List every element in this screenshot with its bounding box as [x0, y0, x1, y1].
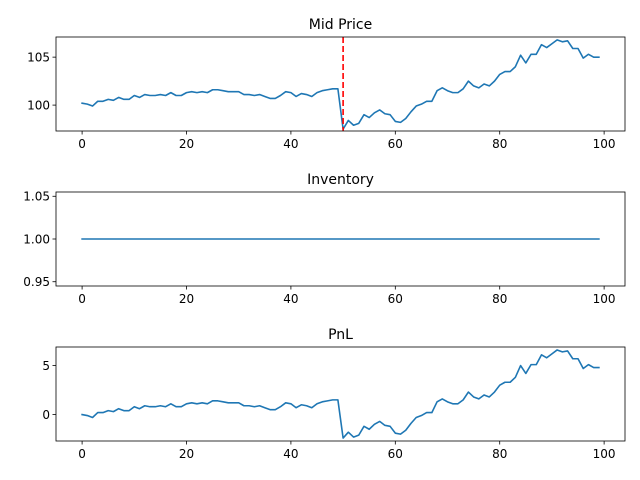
mid-price-axes-frame [55, 36, 626, 132]
pnl-ytick-label: 5 [42, 359, 50, 373]
mid-price-xtick-label: 100 [593, 137, 616, 151]
inventory-ytick-label: 0.95 [23, 275, 50, 289]
mid-price-xtick-label: 20 [179, 137, 194, 151]
inventory-xtick-label: 20 [179, 292, 194, 306]
mid-price-series-line [81, 39, 600, 130]
inventory-ytick-label: 1.00 [23, 232, 50, 246]
inventory-xtick-label: 100 [593, 292, 616, 306]
inventory-xtick-label: 60 [388, 292, 403, 306]
mid-price-title: Mid Price [309, 17, 372, 33]
inventory-xtick-label: 80 [492, 292, 507, 306]
pnl-xtick-label: 80 [492, 447, 507, 461]
mid-price-xtick-label: 80 [492, 137, 507, 151]
pnl-ytick-label: 0 [42, 408, 50, 422]
inventory-xtick-label: 0 [78, 292, 86, 306]
mid-price-ytick-label: 105 [27, 50, 50, 64]
mid-price-xtick-label: 60 [388, 137, 403, 151]
pnl-xtick-label: 0 [78, 447, 86, 461]
pnl-xtick-label: 20 [179, 447, 194, 461]
inventory-ytick-label: 1.05 [23, 190, 50, 204]
pnl-axes-frame [55, 346, 626, 442]
mid-price-panel: Mid Price 0 20 40 60 80 100 100 105 [27, 17, 626, 151]
pnl-title: PnL [328, 327, 353, 343]
pnl-xtick-label: 40 [283, 447, 298, 461]
mid-price-xtick-label: 0 [78, 137, 86, 151]
inventory-axes-frame [55, 191, 626, 287]
pnl-series-line [81, 349, 600, 439]
inventory-title: Inventory [307, 172, 374, 188]
mid-price-ytick-label: 100 [27, 98, 50, 112]
pnl-xtick-label: 60 [388, 447, 403, 461]
inventory-xtick-label: 40 [283, 292, 298, 306]
pnl-panel: PnL 0 20 40 60 80 100 0 5 [42, 327, 626, 461]
pnl-xtick-label: 100 [593, 447, 616, 461]
inventory-panel: Inventory 0 20 40 60 80 100 0.95 1.00 1.05 [23, 172, 626, 306]
mid-price-xtick-label: 40 [283, 137, 298, 151]
